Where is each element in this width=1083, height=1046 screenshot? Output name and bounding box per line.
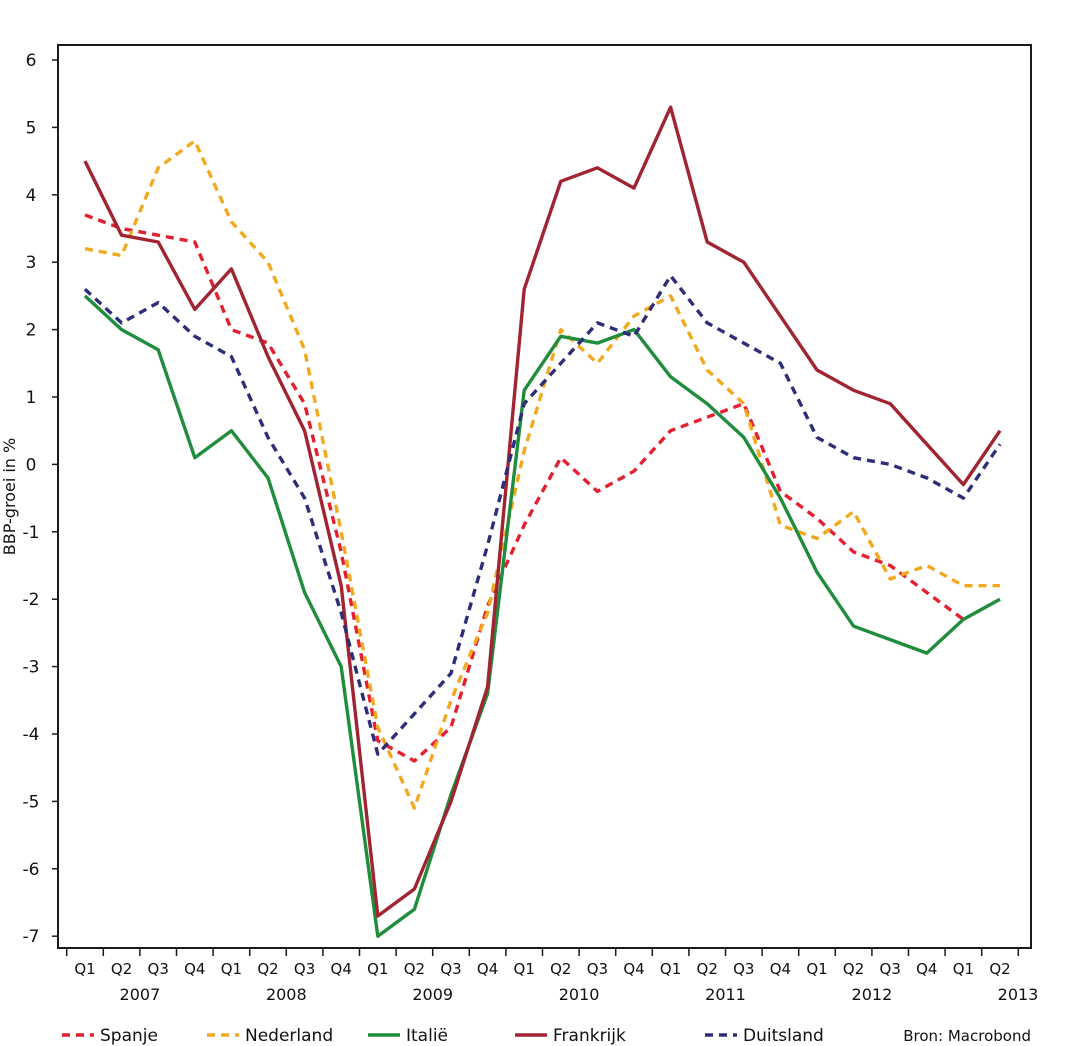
y-tick-label: 1 (26, 388, 37, 408)
series-line-italië (83, 294, 1001, 938)
x-tick-label: Q4 (770, 960, 791, 978)
x-year-label: 2011 (705, 985, 746, 1004)
y-axis-title-wrap: BBP-groei in % (0, 438, 19, 555)
y-tick-label: -4 (23, 725, 40, 745)
y-tick-label: 3 (26, 253, 37, 273)
x-tick-label: Q1 (953, 960, 974, 978)
x-tick-label: Q3 (294, 960, 315, 978)
x-tick-label: Q1 (660, 960, 681, 978)
x-year-label: 2009 (412, 985, 453, 1004)
series-lines-layer (83, 105, 1002, 938)
y-tick-label: -2 (23, 590, 40, 610)
y-tick-label: 2 (26, 321, 37, 341)
x-tick-label: Q1 (806, 960, 827, 978)
x-tick-label: Q4 (623, 960, 644, 978)
x-tick-label: Q2 (550, 960, 571, 978)
y-tick-label: 6 (26, 51, 37, 71)
x-tick-label: Q3 (880, 960, 901, 978)
y-tick-label: -6 (23, 860, 40, 880)
legend: Spanje Nederland Italië Frankrijk Duitsland (62, 1026, 824, 1046)
x-tick-label: Q1 (367, 960, 388, 978)
y-tick-label: -7 (23, 927, 40, 947)
x-tick-label: Q2 (404, 960, 425, 978)
series-line-duitsland (83, 274, 1002, 756)
x-tick-label: Q3 (148, 960, 169, 978)
source-note: Bron: Macrobond (903, 1027, 1031, 1045)
x-tick-label: Q1 (74, 960, 95, 978)
legend-label-spanje: Spanje (100, 1026, 158, 1046)
x-tick-label: Q3 (733, 960, 754, 978)
x-tick-label: Q2 (989, 960, 1010, 978)
x-year-label: 2007 (120, 985, 161, 1004)
y-tick-label: 0 (26, 455, 37, 475)
legend-label-nederland: Nederland (245, 1026, 333, 1046)
x-tick-label: Q4 (477, 960, 498, 978)
legend-label-frankrijk: Frankrijk (553, 1026, 626, 1046)
x-tick-label: Q4 (331, 960, 352, 978)
legend-label-duitsland: Duitsland (743, 1026, 824, 1046)
legend-label-italië: Italië (406, 1026, 448, 1046)
x-tick-label: Q1 (514, 960, 535, 978)
x-tick-label: Q2 (697, 960, 718, 978)
y-tick-label: -1 (23, 523, 40, 543)
x-year-label: 2008 (266, 985, 307, 1004)
x-year-label: 2012 (852, 985, 893, 1004)
y-tick-label: -3 (23, 658, 40, 678)
y-tick-label: -5 (23, 792, 40, 812)
x-tick-label: Q2 (111, 960, 132, 978)
series-line-nederland (84, 139, 1000, 810)
y-axis-title: BBP-groei in % (0, 438, 19, 555)
x-tick-label: Q2 (257, 960, 278, 978)
plot-area-frame (57, 44, 1032, 949)
y-tick-label: 4 (26, 186, 37, 206)
x-tick-label: Q4 (916, 960, 937, 978)
x-year-label: 2010 (559, 985, 600, 1004)
series-line-frankrijk (83, 105, 1002, 918)
x-tick-label: Q1 (221, 960, 242, 978)
x-tick-label: Q3 (587, 960, 608, 978)
x-tick-label: Q4 (184, 960, 205, 978)
x-tick-label: Q3 (440, 960, 461, 978)
y-tick-label: 5 (26, 118, 37, 138)
series-line-spanje (84, 213, 965, 763)
x-year-label: 2013 (998, 985, 1039, 1004)
axis-ticks-layer: 6 5 4 3 2 1 0 -1 -2 -3 -4 -5 -6 -7 Q1 Q2 Q3 Q4 Q1 Q2 Q3 Q4 Q1 Q… (23, 51, 1039, 1004)
x-tick-label: Q2 (843, 960, 864, 978)
